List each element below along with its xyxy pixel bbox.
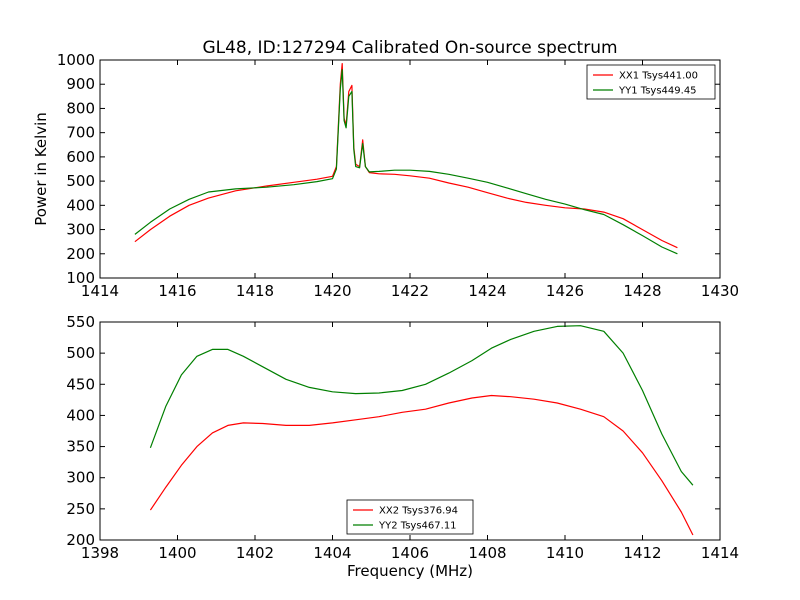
y-tick-label: 300: [66, 469, 95, 487]
y-tick-label: 400: [66, 406, 95, 424]
x-tick-label: 1412: [623, 544, 661, 562]
y-tick-label: 400: [66, 196, 95, 214]
x-tick-label: 1408: [468, 544, 506, 562]
y-axis-label: Power in Kelvin: [32, 112, 50, 226]
x-tick-label: 1418: [236, 282, 274, 300]
x-tick-label: 1414: [701, 544, 739, 562]
x-tick-label: 1398: [81, 544, 119, 562]
y-tick-label: 600: [66, 148, 95, 166]
legend-box: [346, 499, 474, 535]
x-axis-label: Frequency (MHz): [347, 562, 473, 580]
legend: XX1 Tsys441.00 YY1 Tsys449.45: [586, 64, 716, 100]
series-line-red: [149, 394, 694, 536]
legend-label: XX1 Tsys441.00: [619, 71, 698, 82]
x-tick-label: 1424: [468, 282, 506, 300]
legend-label: XX2 Tsys376.94: [379, 506, 458, 517]
x-tick-label: 1410: [546, 544, 584, 562]
legend-label: YY2 Tsys467.11: [378, 521, 457, 532]
series-line-green: [134, 69, 678, 255]
x-tick-label: 1430: [701, 282, 739, 300]
x-tick-label: 1404: [313, 544, 351, 562]
y-tick-label: 800: [66, 99, 95, 117]
y-tick-label: 250: [66, 500, 95, 518]
y-tick-label: 300: [66, 221, 95, 239]
bottom-plot: 1398 1400 1402 1404 1406 1408 1410 1412 1414 200 2…: [66, 313, 739, 580]
top-plot: 1414 1416 1418 1420 1422 1424 1426 1428 1430 100 2…: [32, 51, 739, 300]
x-tick-label: 1426: [546, 282, 584, 300]
y-tick-label: 100: [66, 269, 95, 287]
figure-title: GL48, ID:127294 Calibrated On-source spe…: [202, 38, 617, 58]
x-tick-label: 1402: [236, 544, 274, 562]
x-tick-label: 1420: [313, 282, 351, 300]
y-tick-label: 550: [66, 313, 95, 331]
x-tick-label: 1416: [158, 282, 196, 300]
y-tick-label: 350: [66, 438, 95, 456]
y-tick-label: 200: [66, 531, 95, 549]
legend-label: YY1 Tsys449.45: [618, 86, 697, 97]
x-tick-label: 1400: [158, 544, 196, 562]
legend-box: [586, 64, 716, 100]
y-tick-label: 200: [66, 245, 95, 263]
y-tick-label: 500: [66, 172, 95, 190]
y-tick-label: 1000: [57, 51, 95, 69]
y-tick-label: 450: [66, 375, 95, 393]
x-tick-label: 1414: [81, 282, 119, 300]
series-line-green: [149, 325, 694, 486]
y-tick-label: 500: [66, 344, 95, 362]
x-tick-label: 1428: [623, 282, 661, 300]
y-tick-label: 700: [66, 124, 95, 142]
legend: XX2 Tsys376.94 YY2 Tsys467.11: [346, 499, 474, 535]
y-tick-label: 900: [66, 75, 95, 93]
x-tick-label: 1406: [391, 544, 429, 562]
x-tick-label: 1422: [391, 282, 429, 300]
